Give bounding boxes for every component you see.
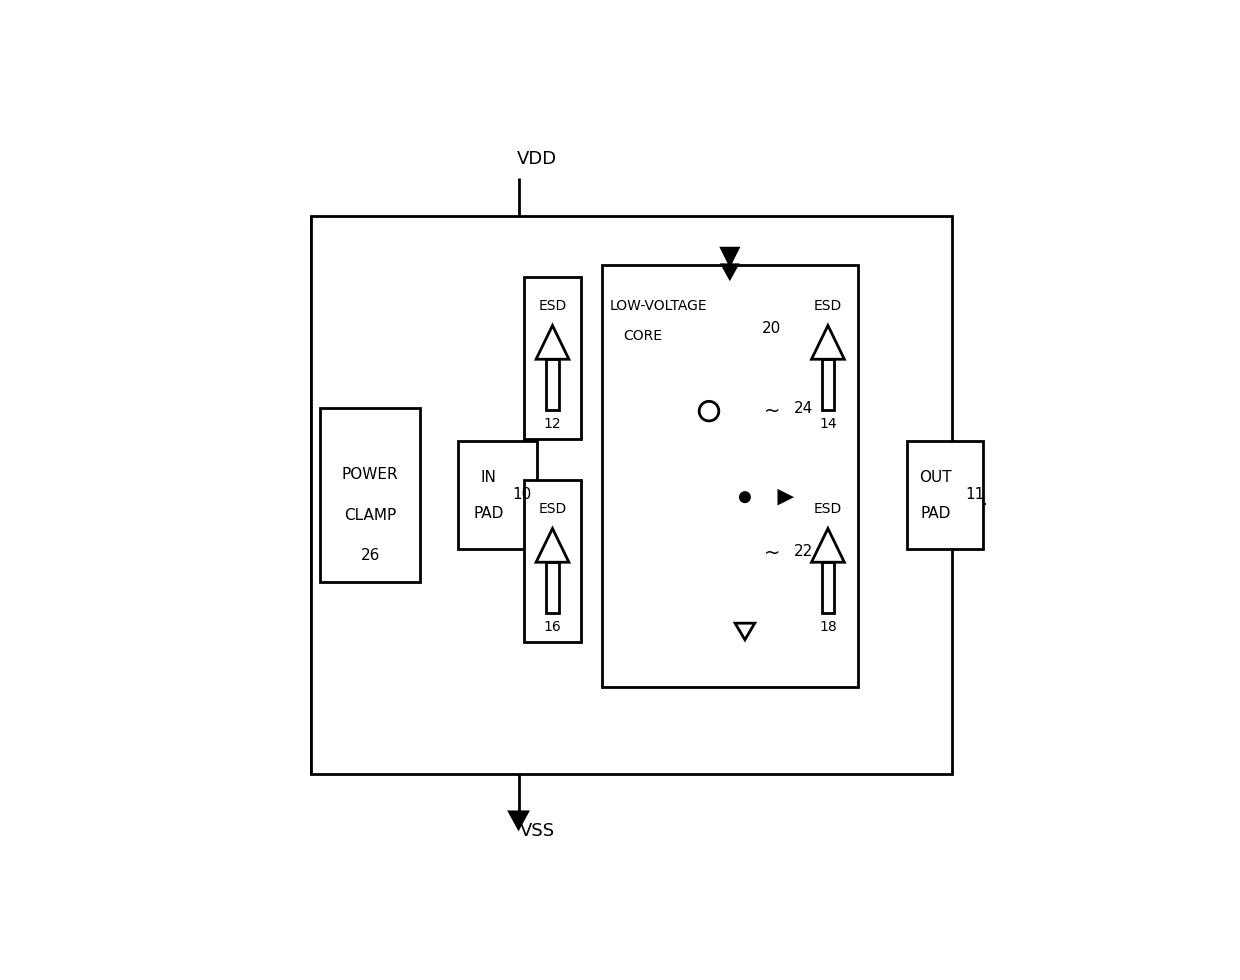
Text: CORE: CORE	[624, 329, 662, 343]
Text: 11: 11	[966, 487, 985, 503]
Bar	[525, 276, 580, 439]
Text: 12: 12	[543, 417, 562, 431]
Bar	[800, 276, 857, 439]
Bar	[525, 480, 580, 642]
Text: VDD: VDD	[517, 150, 558, 169]
Polygon shape	[779, 491, 791, 503]
Text: 10: 10	[512, 487, 531, 503]
Polygon shape	[547, 360, 559, 410]
Text: 16: 16	[543, 620, 562, 634]
Text: ~: ~	[764, 544, 780, 563]
Text: PAD: PAD	[920, 506, 951, 521]
Text: LOW-VOLTAGE: LOW-VOLTAGE	[609, 299, 707, 314]
Text: ESD: ESD	[813, 502, 842, 516]
Polygon shape	[536, 528, 569, 563]
Bar	[320, 408, 420, 582]
Polygon shape	[722, 265, 738, 278]
Polygon shape	[811, 528, 844, 563]
Text: 24: 24	[794, 402, 813, 416]
Bar	[800, 480, 857, 642]
Bar	[311, 216, 952, 774]
Text: 26: 26	[361, 548, 379, 563]
Polygon shape	[822, 360, 835, 410]
Polygon shape	[547, 563, 559, 612]
Text: POWER: POWER	[342, 466, 398, 481]
Text: PAD: PAD	[474, 506, 503, 521]
Bar	[908, 441, 982, 549]
Bar	[601, 265, 858, 687]
Text: ESD: ESD	[813, 299, 842, 313]
Text: OUT: OUT	[920, 470, 952, 485]
Text: CLAMP: CLAMP	[345, 509, 397, 523]
Text: IN: IN	[480, 470, 496, 485]
Polygon shape	[510, 811, 527, 828]
Text: ESD: ESD	[538, 299, 567, 313]
Polygon shape	[536, 325, 569, 360]
Text: 22: 22	[794, 544, 813, 559]
Circle shape	[739, 492, 750, 503]
Polygon shape	[722, 248, 738, 265]
Text: 14: 14	[820, 417, 837, 431]
Polygon shape	[735, 623, 755, 640]
Polygon shape	[822, 563, 835, 612]
Text: VSS: VSS	[520, 821, 556, 840]
Polygon shape	[811, 325, 844, 360]
Bar	[458, 441, 537, 549]
Circle shape	[699, 402, 719, 421]
Text: ~: ~	[764, 402, 780, 420]
Text: ESD: ESD	[538, 502, 567, 516]
Text: 20: 20	[761, 321, 781, 336]
Text: 18: 18	[820, 620, 837, 634]
